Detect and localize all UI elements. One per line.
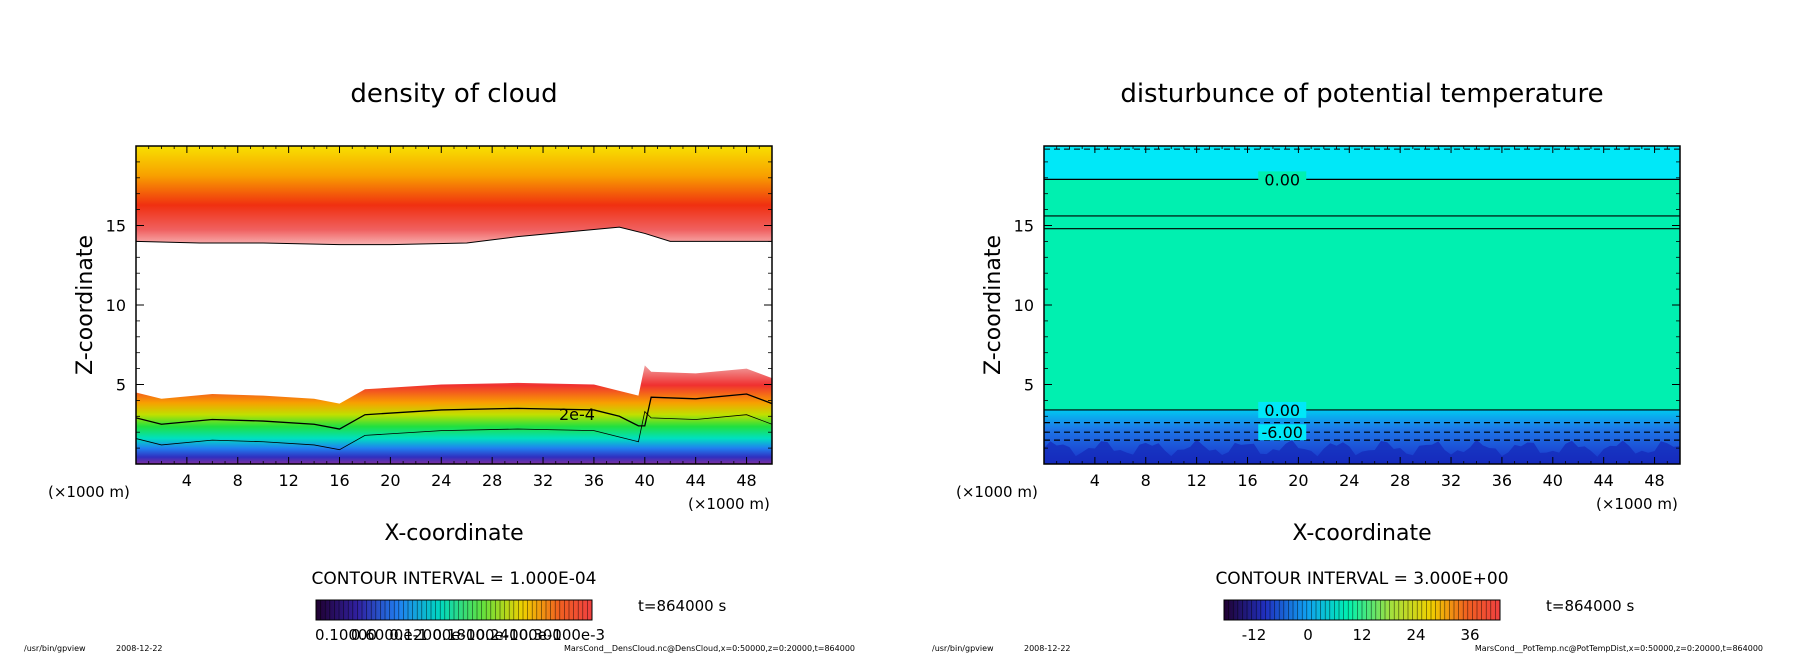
contour-label-bg [1258,171,1307,188]
x-axis-label: X-coordinate [384,521,523,546]
x-tick-label: 36 [584,471,604,490]
x-tick-label: 8 [1141,471,1151,490]
colorbar-label: -12 [1242,626,1267,644]
x-unit-label-left: (×1000 m) [956,483,1038,501]
colorbar-label: 0 [1303,626,1313,644]
colorbar-label: 0.18000e-1 [432,626,518,644]
y-axis-label: Z-coordinate [981,235,1006,375]
contour-label-bg [1258,424,1307,441]
colorbar-label: 0.10000 [315,626,377,644]
x-tick-label: 12 [1186,471,1206,490]
contour-label: -6.00 [1262,423,1303,442]
y-tick-label: 10 [106,296,126,315]
x-tick-label: 28 [482,471,502,490]
heatmap-field [1044,146,1680,464]
footer-program: /usr/bin/gpview [24,644,86,653]
y-tick-label: 5 [116,376,126,395]
contour-lines [1044,148,1680,441]
x-tick-label: 4 [182,471,192,490]
footer-program: /usr/bin/gpview [932,644,994,653]
x-tick-label: 48 [736,471,756,490]
y-tick-label: 15 [106,217,126,236]
colorbar: 0.100000.6000e-10.12000e-10.18000e-10.24… [315,599,605,644]
upper-cloud-layer [136,146,772,245]
x-tick-label: 28 [1390,471,1410,490]
x-tick-label: 8 [233,471,243,490]
x-tick-label: 40 [635,471,655,490]
colorbar-labels: -12 0 12 24 36 [1242,626,1480,644]
y-tick-label: 15 [1014,217,1034,236]
field-bottom-texture [1044,439,1680,464]
panel-density-of-cloud: density of cloud 2e-4 4 8 12 16 20 24 28 32 36 40… [24,79,855,653]
colorbar: -12 0 12 24 36 [1223,599,1501,644]
colorbar-label: 0.12000e-1 [389,626,475,644]
x-tick-label: 44 [1594,471,1614,490]
contour-label-bg [1258,401,1307,418]
contour-interval: CONTOUR INTERVAL = 1.000E-04 [312,569,597,589]
upper-cloud-contour [136,226,772,246]
x-tick-label: 20 [1288,471,1308,490]
footer-source: MarsCond__DensCloud.nc@DensCloud,x=0:500… [564,644,855,653]
lower-cloud-layer [136,365,772,464]
x-tick-label: 32 [533,471,553,490]
y-tick-label: 5 [1024,376,1034,395]
heatmap-field [136,146,772,464]
x-unit-label-left: (×1000 m) [48,483,130,501]
colorbar-label: 36 [1460,626,1479,644]
x-axis-label: X-coordinate [1292,521,1431,546]
contour-2e-4 [136,393,772,430]
colorbar-label: 12 [1352,626,1371,644]
time-label: t=864000 s [638,597,726,615]
colorbar-divisions [320,600,588,620]
x-tick-label: 48 [1644,471,1664,490]
contour-label: 0.00 [1264,170,1300,189]
x-unit-label-right: (×1000 m) [688,495,770,513]
footer-date: 2008-12-22 [116,644,163,653]
field-top-band [1044,146,1680,180]
panel-potential-temperature: disturbunce of potential temperature 0.0… [932,79,1763,653]
chart-title: density of cloud [350,79,557,109]
colorbar-label: 24 [1406,626,1425,644]
x-tick-label: 4 [1090,471,1100,490]
x-tick-label: 20 [380,471,400,490]
contour-labels: 0.00 0.00 -6.00 [1258,170,1307,442]
x-tick-label: 36 [1492,471,1512,490]
colorbar-divisions [1228,600,1496,620]
x-unit-label-right: (×1000 m) [1596,495,1678,513]
time-label: t=864000 s [1546,597,1634,615]
colorbar-label: 0.30000e-3 [519,626,605,644]
y-axis-label: Z-coordinate [73,235,98,375]
x-tick-label: 16 [1237,471,1257,490]
colorbar-label: 0.24000e-1 [476,626,562,644]
x-tick-label: 44 [686,471,706,490]
contour-label-2e-4: 2e-4 [559,405,595,424]
contour-lower [136,410,772,451]
chart-title: disturbunce of potential temperature [1120,79,1603,109]
contour-interval: CONTOUR INTERVAL = 3.000E+00 [1215,569,1508,589]
contour-label: 0.00 [1264,401,1300,420]
colorbar-labels: 0.100000.6000e-10.12000e-10.18000e-10.24… [315,626,605,644]
colorbar-label: 0.6000e-1 [351,626,428,644]
y-tick-label: 10 [1014,296,1034,315]
x-tick-label: 24 [1339,471,1359,490]
x-tick-label: 16 [329,471,349,490]
footer-date: 2008-12-22 [1024,644,1071,653]
x-tick-label: 12 [278,471,298,490]
x-tick-label: 24 [431,471,451,490]
footer-source: MarsCond__PotTemp.nc@PotTempDist,x=0:500… [1475,644,1763,653]
x-tick-label: 40 [1543,471,1563,490]
x-tick-label: 32 [1441,471,1461,490]
